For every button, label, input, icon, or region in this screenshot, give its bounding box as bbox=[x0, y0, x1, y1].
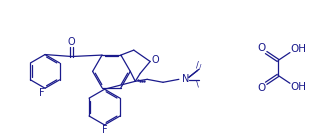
Text: O: O bbox=[257, 83, 265, 93]
Text: N: N bbox=[182, 74, 189, 84]
Text: F: F bbox=[102, 125, 107, 135]
Text: O: O bbox=[68, 37, 76, 47]
Text: O: O bbox=[257, 43, 265, 53]
Text: /: / bbox=[198, 64, 201, 70]
Text: OH: OH bbox=[290, 82, 306, 92]
Text: /: / bbox=[196, 61, 199, 70]
Text: OH: OH bbox=[290, 44, 306, 54]
Text: F: F bbox=[39, 88, 45, 98]
Text: \: \ bbox=[196, 80, 199, 89]
Text: O: O bbox=[151, 55, 159, 66]
